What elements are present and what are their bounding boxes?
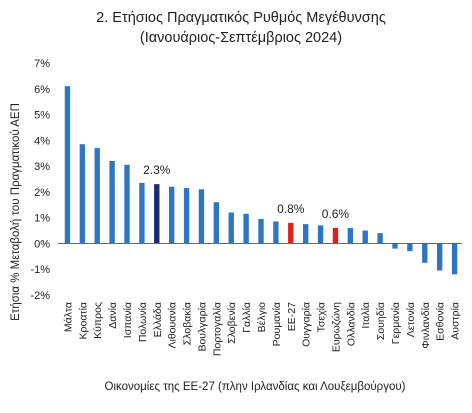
y-axis-title: Ετήσια % Μεταβολή του Πραγματικού ΑΕΠ: [10, 103, 22, 321]
data-label: 0.8%: [277, 202, 305, 216]
bar-11: [228, 212, 234, 244]
bar-3: [109, 160, 115, 244]
bar-12: [243, 213, 249, 244]
data-label: 2.3%: [143, 163, 171, 177]
bar-5: [139, 182, 145, 244]
chart-subtitle: (Ιανουάριος-Σεπτέμβριος 2024): [140, 30, 342, 46]
x-category-label: Ρουμανία: [271, 302, 283, 346]
x-axis-title: Οικονομίες της ΕΕ-27 (πλην Ιρλανδίας και…: [105, 381, 406, 393]
bar-22: [392, 243, 398, 249]
bar-25: [436, 243, 443, 271]
x-category-label: ΕΕ-27: [286, 302, 298, 331]
x-category-label: Γαλλία: [241, 302, 253, 333]
x-category-label: Γερμανία: [390, 302, 402, 344]
x-category-label: Τσεχία: [316, 302, 328, 332]
x-axis-categories: Μάλτα Κροατία Κύπρος Δανία Ισπανία Πολωνία Ελλ…: [62, 302, 461, 356]
bar-24: [422, 243, 428, 263]
bar-9: [198, 189, 205, 244]
bar-20: [362, 230, 368, 244]
bar-6: [154, 184, 160, 244]
bar-15: [288, 222, 294, 244]
y-tick-label: 7%: [34, 58, 50, 70]
y-axis: -2% -1% 0% 1% 2% 3% 4% 5% 6% 7%: [30, 58, 50, 302]
x-category-label: Δανία: [107, 302, 119, 329]
x-category-label: Ολλανδία: [345, 302, 357, 346]
y-tick-label: 4%: [34, 135, 50, 147]
x-category-label: Πορτογαλία: [211, 302, 223, 356]
bar-26: [451, 243, 458, 275]
y-tick-label: 6%: [34, 84, 50, 96]
x-category-label: Ισπανία: [122, 302, 134, 338]
x-category-label: Σλοβενία: [226, 302, 238, 344]
chart-title: 2. Ετήσιος Πραγματικός Ρυθμός Μεγέθυνσης: [96, 10, 386, 26]
x-category-label: Βέλγιο: [256, 302, 268, 333]
x-category-label: Ελλάδα: [152, 302, 164, 337]
x-category-label: Σουηδία: [375, 302, 387, 340]
bar-13: [258, 218, 264, 244]
x-category-label: Ουγγαρία: [301, 302, 313, 347]
data-label: 0.6%: [322, 207, 350, 221]
bar-17: [317, 225, 324, 244]
x-category-label: Λετονία: [405, 302, 417, 337]
x-category-label: Λιθουανία: [167, 302, 179, 349]
y-tick-label: -2%: [30, 290, 50, 302]
bar-18: [332, 227, 339, 244]
x-category-label: Βουλγαρία: [196, 302, 208, 352]
bar-10: [213, 202, 220, 244]
bar-2: [94, 148, 100, 244]
bar-16: [302, 224, 309, 244]
y-tick-label: 0%: [34, 238, 50, 250]
y-tick-label: 5%: [34, 110, 50, 122]
x-category-label: Μάλτα: [62, 302, 74, 332]
bar-14: [273, 221, 279, 244]
x-category-label: Κύπρος: [92, 302, 104, 339]
y-tick-label: -1%: [30, 264, 50, 276]
bar-19: [347, 227, 354, 244]
x-category-label: Σλοβακία: [182, 302, 194, 345]
x-category-label: Αυστρία: [450, 302, 462, 340]
bar-4: [124, 164, 130, 244]
data-labels: 2.3% 0.8% 0.6%: [143, 163, 349, 221]
y-tick-label: 1%: [34, 213, 50, 225]
x-category-label: Πολωνία: [137, 302, 149, 342]
bar-8: [183, 188, 190, 244]
y-tick-label: 2%: [34, 187, 50, 199]
x-category-label: Κροατία: [77, 302, 89, 339]
bar-0: [64, 86, 71, 244]
x-category-label: Εσθονία: [435, 302, 447, 341]
bar-7: [168, 186, 175, 244]
bar-1: [79, 144, 86, 244]
x-category-label: Ευρωζώνη: [330, 302, 342, 352]
bars: [64, 86, 458, 275]
x-category-label: Φινλανδία: [420, 302, 432, 349]
bar-21: [377, 233, 383, 244]
bar-23: [407, 243, 413, 252]
x-category-label: Ιταλία: [360, 302, 372, 329]
y-tick-label: 3%: [34, 161, 50, 173]
